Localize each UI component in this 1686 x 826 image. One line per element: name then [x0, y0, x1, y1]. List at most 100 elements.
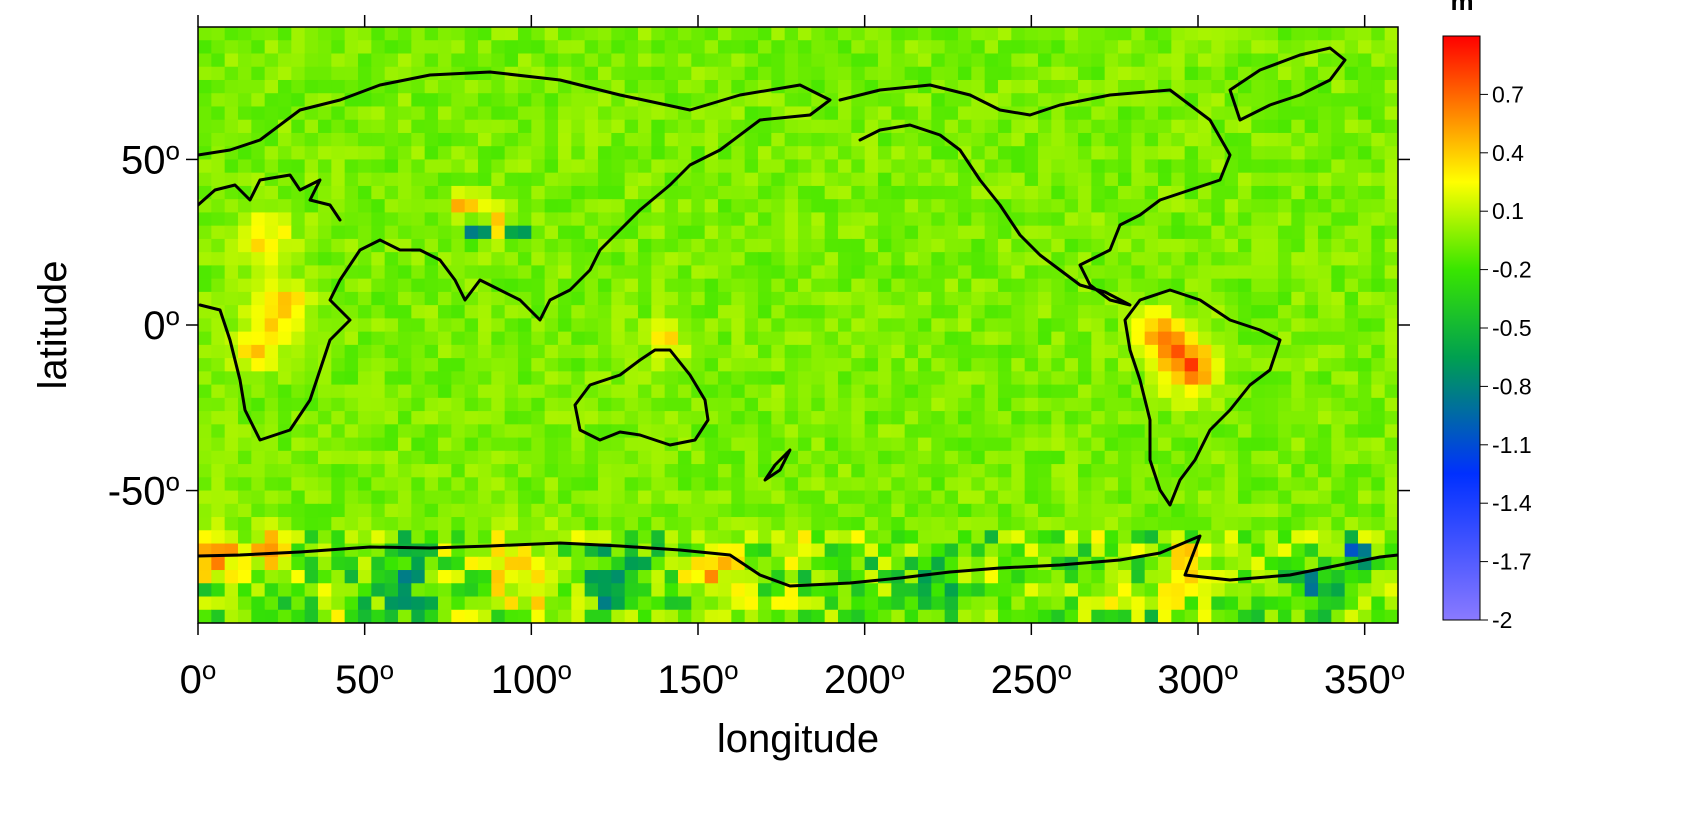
heatmap-cell	[211, 464, 226, 478]
heatmap-cell	[891, 146, 906, 161]
heatmap-cell	[1078, 609, 1092, 623]
heatmap-cell	[1344, 159, 1359, 174]
heatmap-cell	[731, 318, 746, 333]
heatmap-cell	[1011, 199, 1026, 214]
heatmap-cell	[1384, 291, 1398, 306]
heatmap-cell	[558, 93, 572, 108]
heatmap-cell	[504, 490, 519, 505]
heatmap-cell	[531, 53, 546, 68]
heatmap-cell	[824, 424, 839, 439]
heatmap-cell	[198, 159, 212, 174]
heatmap-cell	[384, 583, 399, 598]
heatmap-cell	[224, 490, 239, 505]
heatmap-cell	[771, 159, 786, 174]
heatmap-cell	[838, 371, 852, 386]
heatmap-cell	[638, 40, 652, 55]
heatmap-cell	[758, 199, 772, 214]
heatmap-cell	[611, 397, 626, 412]
heatmap-cell	[1198, 503, 1212, 518]
heatmap-cell	[1078, 40, 1092, 55]
heatmap-cell	[838, 384, 852, 399]
heatmap-cell	[224, 40, 239, 55]
heatmap-cell	[811, 371, 826, 386]
heatmap-cell	[1011, 358, 1026, 372]
heatmap-cell	[731, 371, 746, 386]
heatmap-cell	[944, 27, 959, 41]
heatmap-cell	[558, 331, 572, 346]
heatmap-cell	[518, 437, 532, 452]
heatmap-cell	[1278, 79, 1292, 94]
heatmap-cell	[1371, 609, 1386, 623]
heatmap-cell	[1344, 411, 1359, 425]
heatmap-cell	[438, 570, 452, 584]
heatmap-cell	[638, 464, 652, 478]
heatmap-cell	[1264, 305, 1279, 319]
heatmap-cell	[571, 358, 586, 372]
heatmap-cell	[464, 172, 479, 187]
heatmap-cell	[984, 278, 999, 293]
heatmap-cell	[1131, 66, 1146, 81]
heatmap-cell	[771, 437, 786, 452]
heatmap-cell	[1198, 517, 1212, 531]
heatmap-cell	[1318, 331, 1332, 346]
heatmap-cell	[1011, 119, 1026, 134]
heatmap-cell	[864, 119, 879, 134]
heatmap-cell	[718, 530, 732, 545]
heatmap-cell	[1131, 291, 1146, 306]
heatmap-cell	[1091, 411, 1106, 425]
heatmap-cell	[691, 238, 706, 253]
heatmap-cell	[558, 146, 572, 161]
heatmap-cell	[878, 278, 892, 293]
heatmap-cell	[691, 119, 706, 134]
heatmap-cell	[1371, 503, 1386, 518]
heatmap-cell	[811, 66, 826, 81]
heatmap-cell	[718, 53, 732, 68]
heatmap-cell	[344, 437, 359, 452]
heatmap-cell	[1291, 291, 1306, 306]
heatmap-cell	[198, 238, 212, 253]
heatmap-cell	[878, 318, 892, 333]
heatmap-cell	[984, 119, 999, 134]
heatmap-cell	[1264, 265, 1279, 280]
heatmap-cell	[1118, 517, 1132, 531]
heatmap-cell	[771, 344, 786, 359]
heatmap-cell	[478, 331, 492, 346]
heatmap-cell	[851, 358, 866, 372]
heatmap-cell	[1318, 464, 1332, 478]
heatmap-cell	[1238, 556, 1252, 571]
heatmap-cell	[944, 358, 959, 372]
heatmap-cell	[1184, 27, 1199, 41]
heatmap-cell	[984, 503, 999, 518]
heatmap-cell	[971, 384, 986, 399]
heatmap-cell	[838, 424, 852, 439]
heatmap-cell	[824, 556, 839, 571]
heatmap-cell	[344, 172, 359, 187]
heatmap-cell	[224, 596, 239, 611]
heatmap-cell	[251, 146, 266, 161]
heatmap-cell	[1011, 450, 1026, 465]
heatmap-cell	[531, 278, 546, 293]
heatmap-cell	[958, 371, 972, 386]
heatmap-cell	[411, 119, 426, 134]
heatmap-cell	[571, 424, 586, 439]
heatmap-cell	[1024, 344, 1039, 359]
heatmap-cell	[1344, 278, 1359, 293]
heatmap-cell	[438, 384, 452, 399]
heatmap-cell	[491, 556, 506, 571]
heatmap-cell	[1024, 490, 1039, 505]
heatmap-cell	[984, 397, 999, 412]
heatmap-cell	[1291, 119, 1306, 134]
heatmap-cell	[424, 570, 439, 584]
heatmap-cell	[371, 530, 386, 545]
heatmap-cell	[771, 596, 786, 611]
heatmap-cell	[1344, 358, 1359, 372]
heatmap-cell	[678, 305, 692, 319]
heatmap-cell	[878, 411, 892, 425]
colorbar-unit: m	[1450, 0, 1473, 16]
heatmap-cell	[518, 358, 532, 372]
heatmap-cell	[571, 609, 586, 623]
heatmap-cell	[758, 40, 772, 55]
heatmap-cell	[838, 185, 852, 200]
heatmap-cell	[558, 265, 572, 280]
heatmap-cell	[264, 106, 279, 121]
